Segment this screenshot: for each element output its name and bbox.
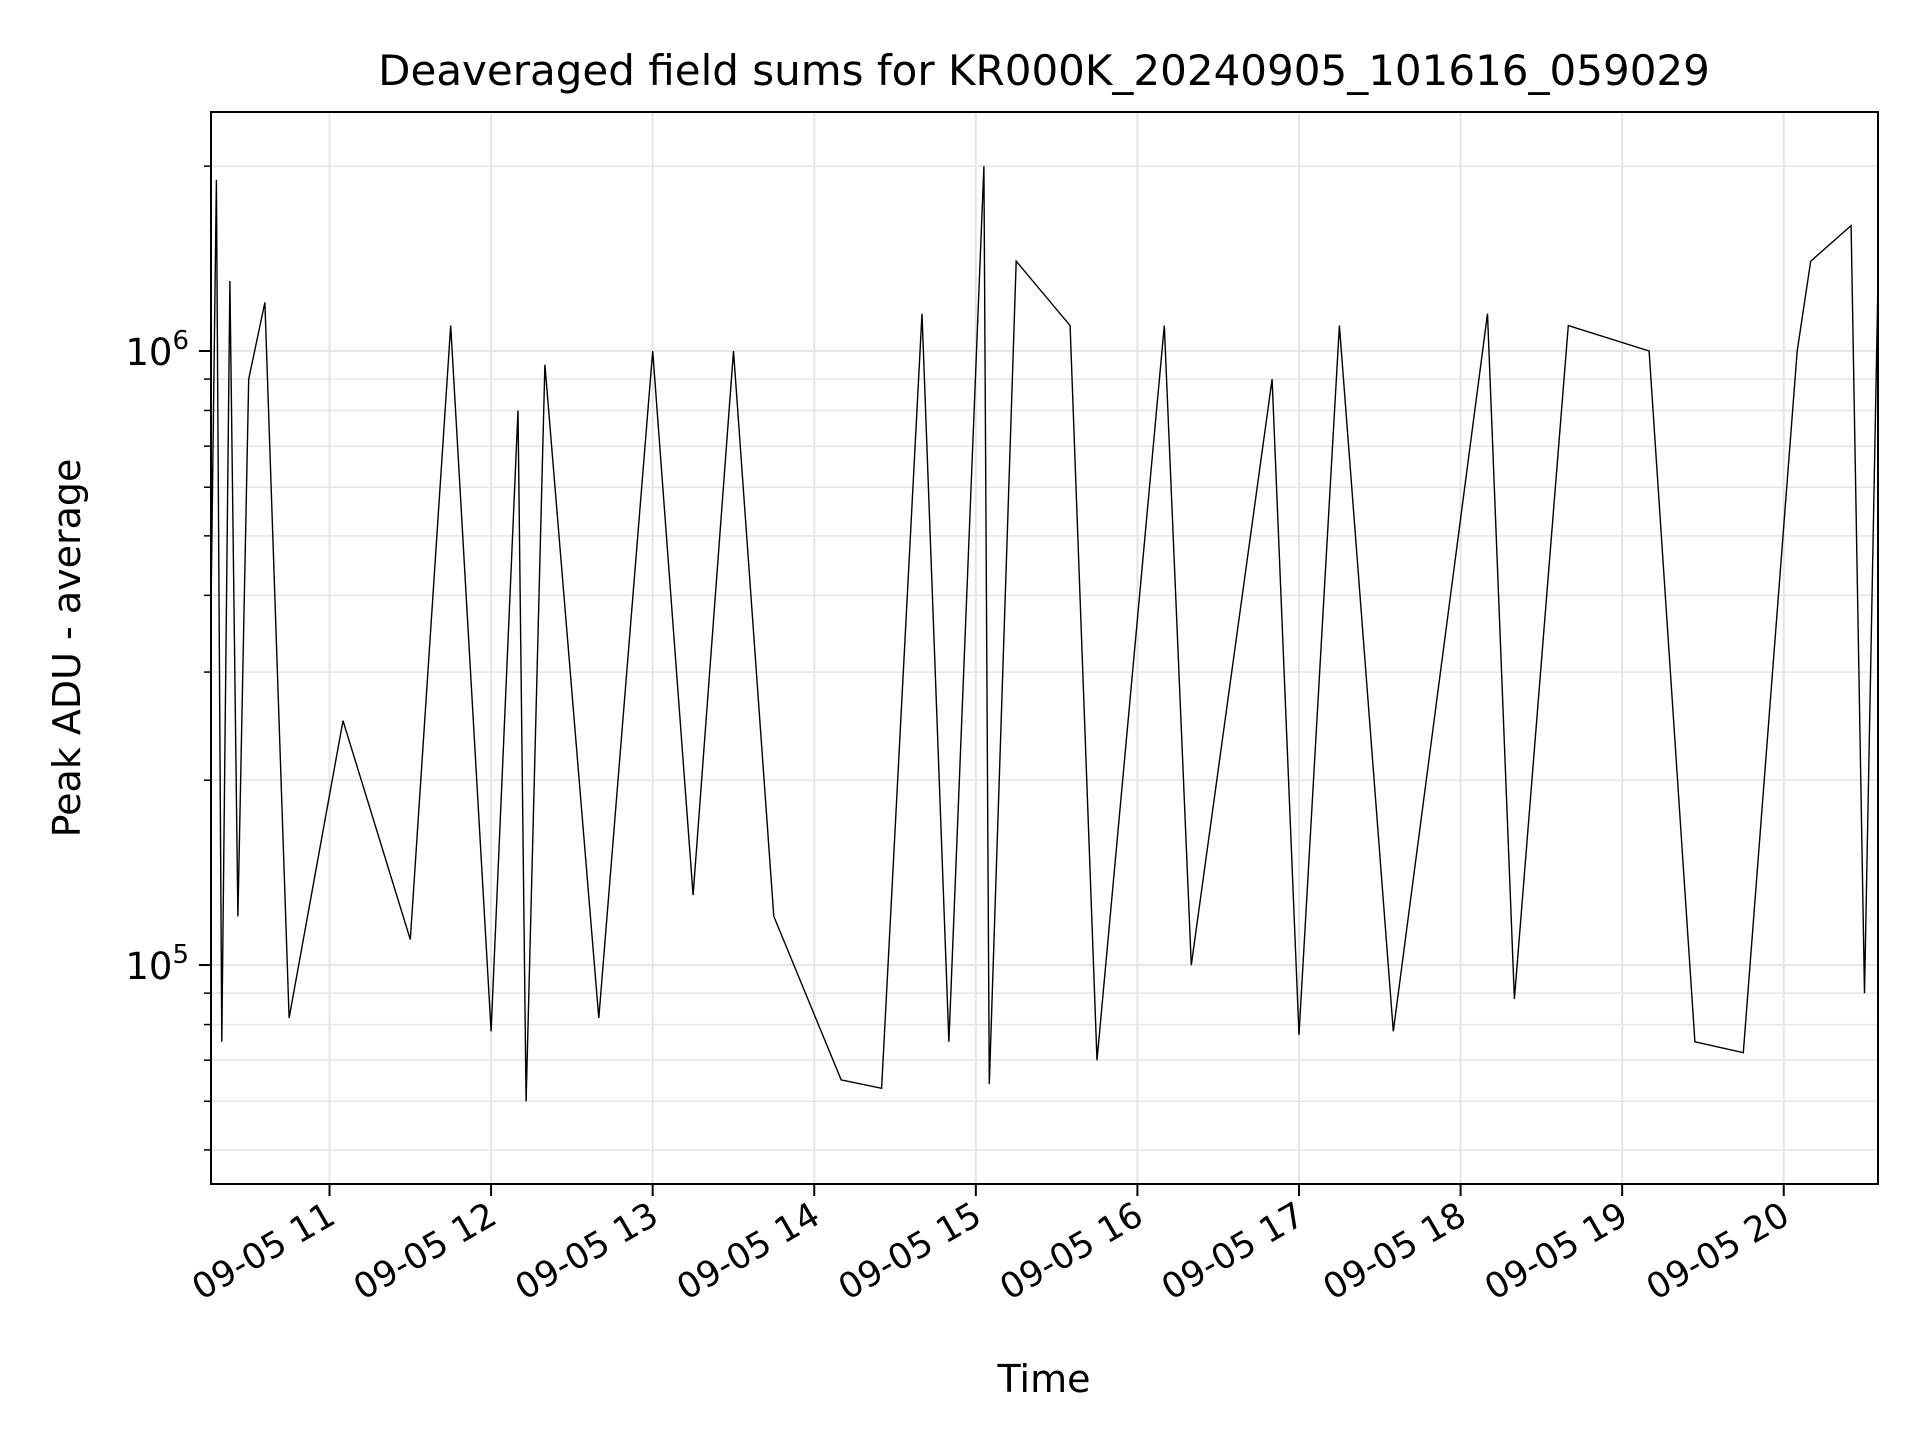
plot-frame <box>210 111 1879 1185</box>
chart-title: Deaveraged field sums for KR000K_2024090… <box>378 46 1710 95</box>
y-tick-label: 105 <box>125 940 189 988</box>
data-series <box>210 166 1879 1102</box>
y-tick-label: 106 <box>125 326 189 374</box>
x-axis-label: Time <box>997 1357 1091 1401</box>
series-line <box>210 166 1879 1102</box>
grid <box>211 112 1878 1184</box>
y-axis-label: Peak ADU - average <box>45 459 89 838</box>
